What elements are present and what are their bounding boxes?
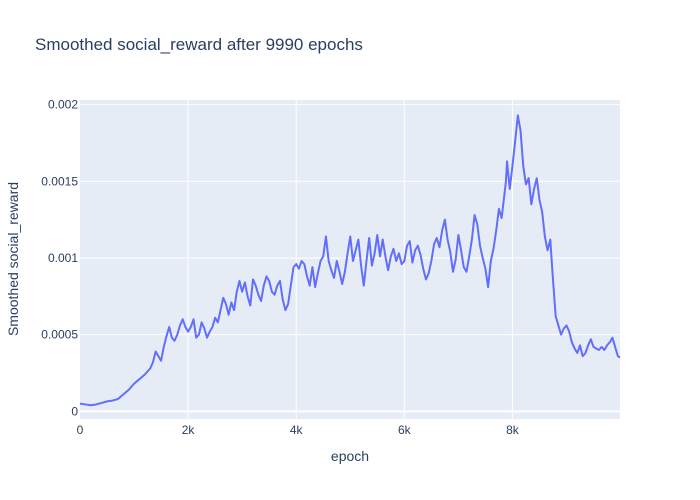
y-tick-label: 0 bbox=[71, 404, 78, 418]
x-tick-label: 4k bbox=[290, 423, 304, 437]
x-tick-label: 8k bbox=[506, 423, 520, 437]
grid-lines bbox=[80, 100, 620, 419]
y-axis-title: Smoothed social_reward bbox=[5, 182, 21, 336]
x-tick-label: 2k bbox=[182, 423, 196, 437]
x-tick-label: 0 bbox=[77, 423, 84, 437]
chart-title: Smoothed social_reward after 9990 epochs bbox=[35, 35, 363, 54]
x-axis-title: epoch bbox=[331, 448, 369, 464]
y-tick-label: 0.001 bbox=[48, 251, 78, 265]
plot-area bbox=[80, 100, 620, 419]
y-tick-label: 0.002 bbox=[48, 98, 78, 112]
y-tick-label: 0.0005 bbox=[41, 328, 78, 342]
y-tick-label: 0.0015 bbox=[41, 174, 78, 188]
y-axis-ticks: 0 0.0005 0.001 0.0015 0.002 bbox=[41, 98, 78, 419]
x-axis-ticks: 0 2k 4k 6k 8k bbox=[77, 423, 520, 437]
x-tick-label: 6k bbox=[398, 423, 412, 437]
series-line bbox=[79, 114, 621, 407]
